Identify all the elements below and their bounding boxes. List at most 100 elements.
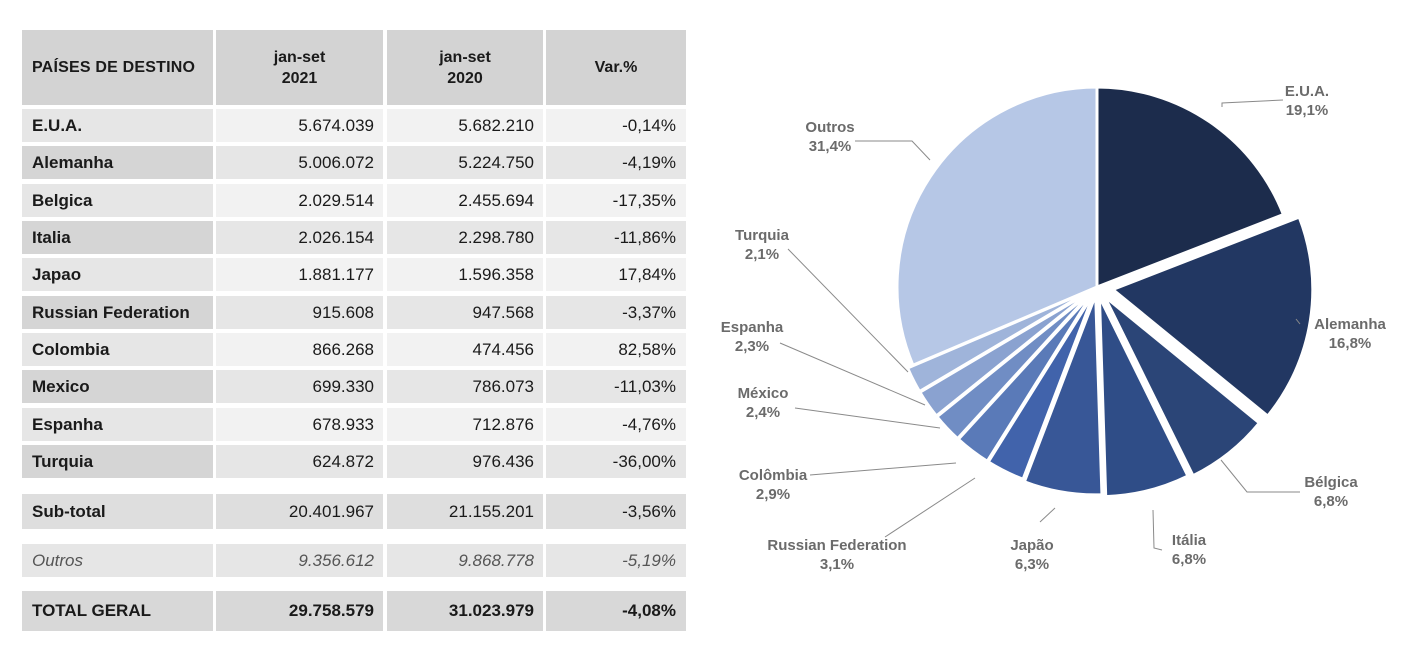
slice-name-label: Colômbia <box>739 467 808 484</box>
outros-label: Outros <box>22 544 213 577</box>
header-2021: jan-set 2021 <box>216 30 383 105</box>
row-2021: 5.006.072 <box>216 146 383 179</box>
row-var: 82,58% <box>546 333 686 366</box>
row-var: -11,86% <box>546 221 686 254</box>
slice-value-label: 6,8% <box>1314 493 1348 510</box>
slice-name-label: Outros <box>805 119 854 136</box>
pie-slice-b-lgica <box>1102 294 1261 478</box>
leader-line <box>884 477 976 538</box>
header-2020-line2: 2020 <box>447 69 483 87</box>
total-2020: 31.023.979 <box>387 591 543 631</box>
row-2021: 2.029.514 <box>216 184 383 217</box>
leader-line <box>1221 99 1284 107</box>
slice-value-label: 2,9% <box>756 486 790 503</box>
row-2020: 786.073 <box>387 370 543 403</box>
slice-name-label: Alemanha <box>1314 316 1386 333</box>
subtotal-2021: 20.401.967 <box>216 494 383 529</box>
slice-value-label: 6,8% <box>1172 551 1206 568</box>
total-2021: 29.758.579 <box>216 591 383 631</box>
leader-line <box>794 407 941 429</box>
row-2020: 5.224.750 <box>387 146 543 179</box>
row-country: Espanha <box>22 408 213 441</box>
row-2021: 5.674.039 <box>216 109 383 142</box>
slice-name-label: Russian Federation <box>767 537 906 554</box>
slice-value-label: 31,4% <box>809 138 852 155</box>
total-var: -4,08% <box>546 591 686 631</box>
slice-name-label: México <box>738 385 789 402</box>
header-2021-line1: jan-set <box>273 48 326 66</box>
slice-value-label: 2,1% <box>745 246 779 263</box>
row-var: -3,37% <box>546 296 686 329</box>
row-country: Japao <box>22 258 213 291</box>
row-2021: 866.268 <box>216 333 383 366</box>
header-var: Var.% <box>546 30 686 105</box>
pie-chart: E.U.A. 19,1% Alemanha 16,8% Bélgica 6,8% Itáli… <box>721 83 1387 573</box>
subtotal-2020: 21.155.201 <box>387 494 543 529</box>
header-country: PAÍSES DE DESTINO <box>22 30 213 105</box>
total-label: TOTAL GERAL <box>22 591 213 631</box>
destination-table: PAÍSES DE DESTINO jan-set 2021 jan-set 202… <box>0 0 700 655</box>
pie-slice-turquia <box>906 288 1094 394</box>
row-2020: 5.682.210 <box>387 109 543 142</box>
pie-slice-it-lia <box>1097 295 1190 499</box>
slice-value-label: 3,1% <box>820 556 854 573</box>
leader-line <box>855 140 931 161</box>
row-var: -4,19% <box>546 146 686 179</box>
row-2020: 947.568 <box>387 296 543 329</box>
row-var: -17,35% <box>546 184 686 217</box>
pie-slice-jap-o <box>1022 293 1104 497</box>
row-2020: 976.436 <box>387 445 543 478</box>
row-2020: 2.298.780 <box>387 221 543 254</box>
leader-line <box>1220 459 1300 493</box>
slice-value-label: 2,3% <box>735 338 769 355</box>
row-country: E.U.A. <box>22 109 213 142</box>
outros-2020: 9.868.778 <box>387 544 543 577</box>
leader-line <box>1295 318 1301 325</box>
slice-name-label: Itália <box>1172 532 1207 549</box>
row-var: -11,03% <box>546 370 686 403</box>
leader-line <box>1039 507 1056 523</box>
slice-value-label: 2,4% <box>746 404 780 421</box>
slice-name-label: Japão <box>1010 537 1053 554</box>
leader-line <box>779 342 926 406</box>
row-2020: 712.876 <box>387 408 543 441</box>
row-country: Mexico <box>22 370 213 403</box>
slice-name-label: Espanha <box>721 319 784 336</box>
pie-slice-outros <box>895 85 1099 367</box>
row-2021: 915.608 <box>216 296 383 329</box>
row-2021: 1.881.177 <box>216 258 383 291</box>
header-2020-line1: jan-set <box>439 48 491 66</box>
row-2020: 474.456 <box>387 333 543 366</box>
row-2020: 1.596.358 <box>387 258 543 291</box>
header-2021-line2: 2021 <box>281 69 318 87</box>
row-2021: 699.330 <box>216 370 383 403</box>
row-country: Turquia <box>22 445 213 478</box>
slice-value-label: 19,1% <box>1286 102 1329 119</box>
subtotal-var: -3,56% <box>546 494 686 529</box>
slice-name-label: Bélgica <box>1304 474 1358 491</box>
row-2021: 2.026.154 <box>216 221 383 254</box>
row-2021: 678.933 <box>216 408 383 441</box>
row-var: -0,14% <box>546 109 686 142</box>
row-var: -36,00% <box>546 445 686 478</box>
leader-line <box>809 462 957 476</box>
row-var: 17,84% <box>546 258 686 291</box>
row-country: Belgica <box>22 184 213 217</box>
pie-slice-alemanha <box>1111 215 1315 418</box>
leader-line <box>1152 509 1163 551</box>
slice-value-label: 6,3% <box>1015 556 1049 573</box>
row-country: Colombia <box>22 333 213 366</box>
row-var: -4,76% <box>546 408 686 441</box>
pie-slice-e-u-a- <box>1095 85 1285 289</box>
outros-2021: 9.356.612 <box>216 544 383 577</box>
leader-line <box>787 248 909 373</box>
header-2020: jan-set 2020 <box>387 30 543 105</box>
subtotal-label: Sub-total <box>22 494 213 529</box>
row-country: Russian Federation <box>22 296 213 329</box>
row-country: Alemanha <box>22 146 213 179</box>
slice-name-label: E.U.A. <box>1285 83 1329 100</box>
row-2020: 2.455.694 <box>387 184 543 217</box>
outros-var: -5,19% <box>546 544 686 577</box>
slice-value-label: 16,8% <box>1329 335 1372 352</box>
slice-name-label: Turquia <box>735 227 790 244</box>
